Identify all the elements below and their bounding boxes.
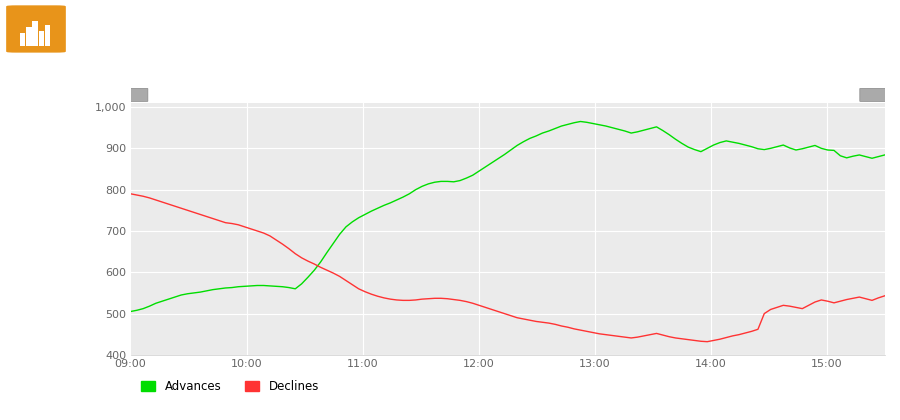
Bar	[39, 31, 44, 46]
Bar	[32, 21, 38, 46]
FancyBboxPatch shape	[121, 88, 148, 102]
FancyBboxPatch shape	[860, 88, 887, 102]
Bar	[45, 25, 50, 46]
Bar	[20, 33, 25, 46]
Bar	[26, 27, 32, 46]
FancyBboxPatch shape	[7, 6, 65, 52]
Text: Live IntraDay NSE Advance and Decline Ratio Chart: Live IntraDay NSE Advance and Decline Ra…	[67, 17, 678, 41]
Legend: Advances, Declines: Advances, Declines	[137, 375, 324, 398]
